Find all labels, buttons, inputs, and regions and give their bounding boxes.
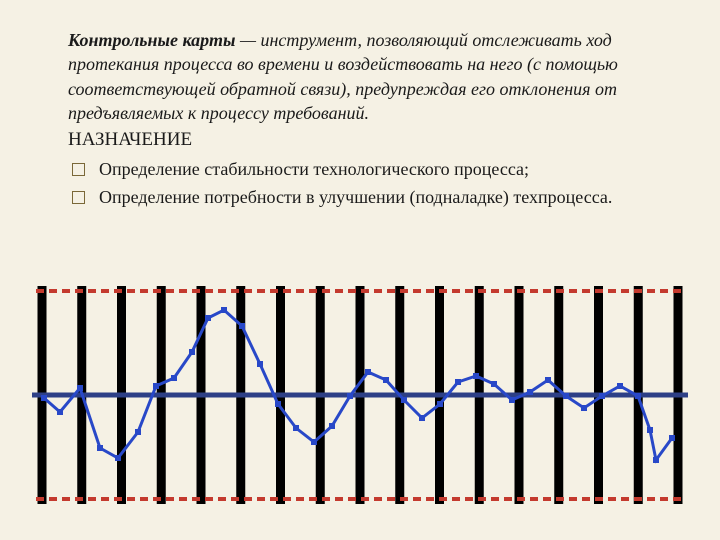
- intro-paragraph: Контрольные карты — инструмент, позволяю…: [68, 28, 662, 125]
- bullet-list: Определение стабильности технологическог…: [68, 157, 662, 210]
- section-heading: НАЗНАЧЕНИЕ: [68, 129, 662, 151]
- chart-svg: [32, 280, 688, 510]
- list-item: Определение потребности в улучшении (под…: [68, 185, 662, 209]
- bullet-icon: [72, 191, 85, 204]
- list-item: Определение стабильности технологическог…: [68, 157, 662, 181]
- bullet-text: Определение стабильности технологическог…: [99, 157, 529, 181]
- bullet-icon: [72, 163, 85, 176]
- intro-bold: Контрольные карты: [68, 30, 235, 50]
- bullet-text: Определение потребности в улучшении (под…: [99, 185, 612, 209]
- control-chart: [32, 280, 688, 510]
